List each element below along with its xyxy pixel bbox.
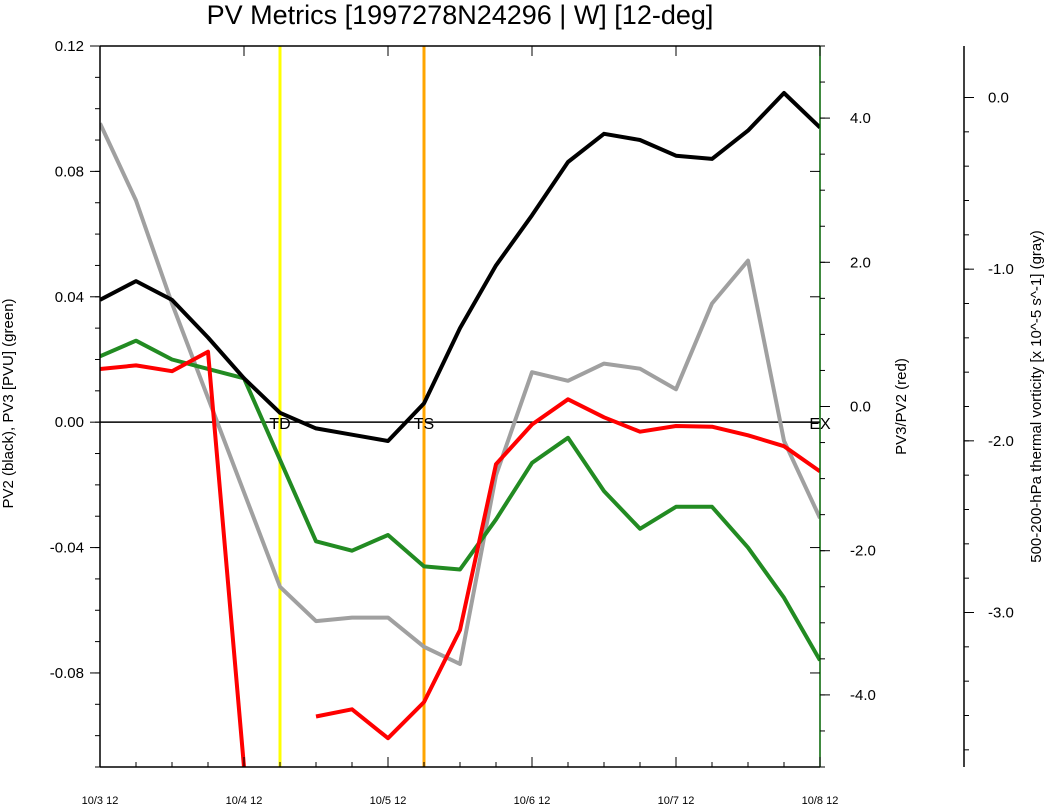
series-line-pv3-pv2	[100, 349, 820, 767]
right2-axis-title: 500-200-hPa thermal vorticity [x 10^-5 s…	[1028, 230, 1045, 563]
left-tick-label: 0.08	[55, 163, 84, 180]
right2-tick-label: -1.0	[988, 261, 1014, 278]
labels-layer: 0.12 0.08 0.04 0.00 -0.04 -0.08 4.0 2.0 0.0 -2.0 -…	[0, 38, 1045, 805]
series-line-pv2	[100, 91, 820, 443]
left-axis-title: PV2 (black), PV3 [PVU] (green)	[0, 298, 17, 508]
series-line-thermal-vorticity	[100, 122, 820, 666]
x-tick-label: 10/7 12	[658, 795, 695, 805]
left-tick-label: 0.00	[55, 414, 84, 431]
series-line-pv3	[100, 338, 820, 662]
chart-title: PV Metrics [1997278N24296 | W] [12-deg]	[207, 0, 714, 30]
event-label-ts: TS	[414, 416, 434, 433]
right1-tick-label: -2.0	[850, 543, 876, 560]
x-tick-label: 10/6 12	[514, 795, 551, 805]
axes-layer	[90, 45, 974, 768]
x-tick-label: 10/3 12	[82, 795, 119, 805]
right1-tick-label: 2.0	[850, 254, 871, 271]
left-tick-label: 0.12	[55, 38, 84, 55]
right2-tick-label: -2.0	[988, 433, 1014, 450]
x-tick-label: 10/8 12	[802, 795, 839, 805]
x-tick-label: 10/4 12	[226, 795, 263, 805]
event-label-td: TD	[269, 416, 290, 433]
series-layer	[100, 91, 820, 767]
left-tick-label: 0.04	[55, 289, 84, 306]
right1-tick-label: 4.0	[850, 110, 871, 127]
event-label-ex: EX	[809, 416, 831, 433]
left-tick-label: -0.04	[50, 540, 84, 557]
right1-axis-title: PV3/PV2 (red)	[893, 358, 910, 455]
right2-tick-label: 0.0	[988, 90, 1009, 107]
right1-tick-label: -4.0	[850, 687, 876, 704]
right2-tick-label: -3.0	[988, 605, 1014, 622]
right1-tick-label: 0.0	[850, 399, 871, 416]
x-tick-label: 10/5 12	[370, 795, 407, 805]
left-tick-label: -0.08	[50, 665, 84, 682]
